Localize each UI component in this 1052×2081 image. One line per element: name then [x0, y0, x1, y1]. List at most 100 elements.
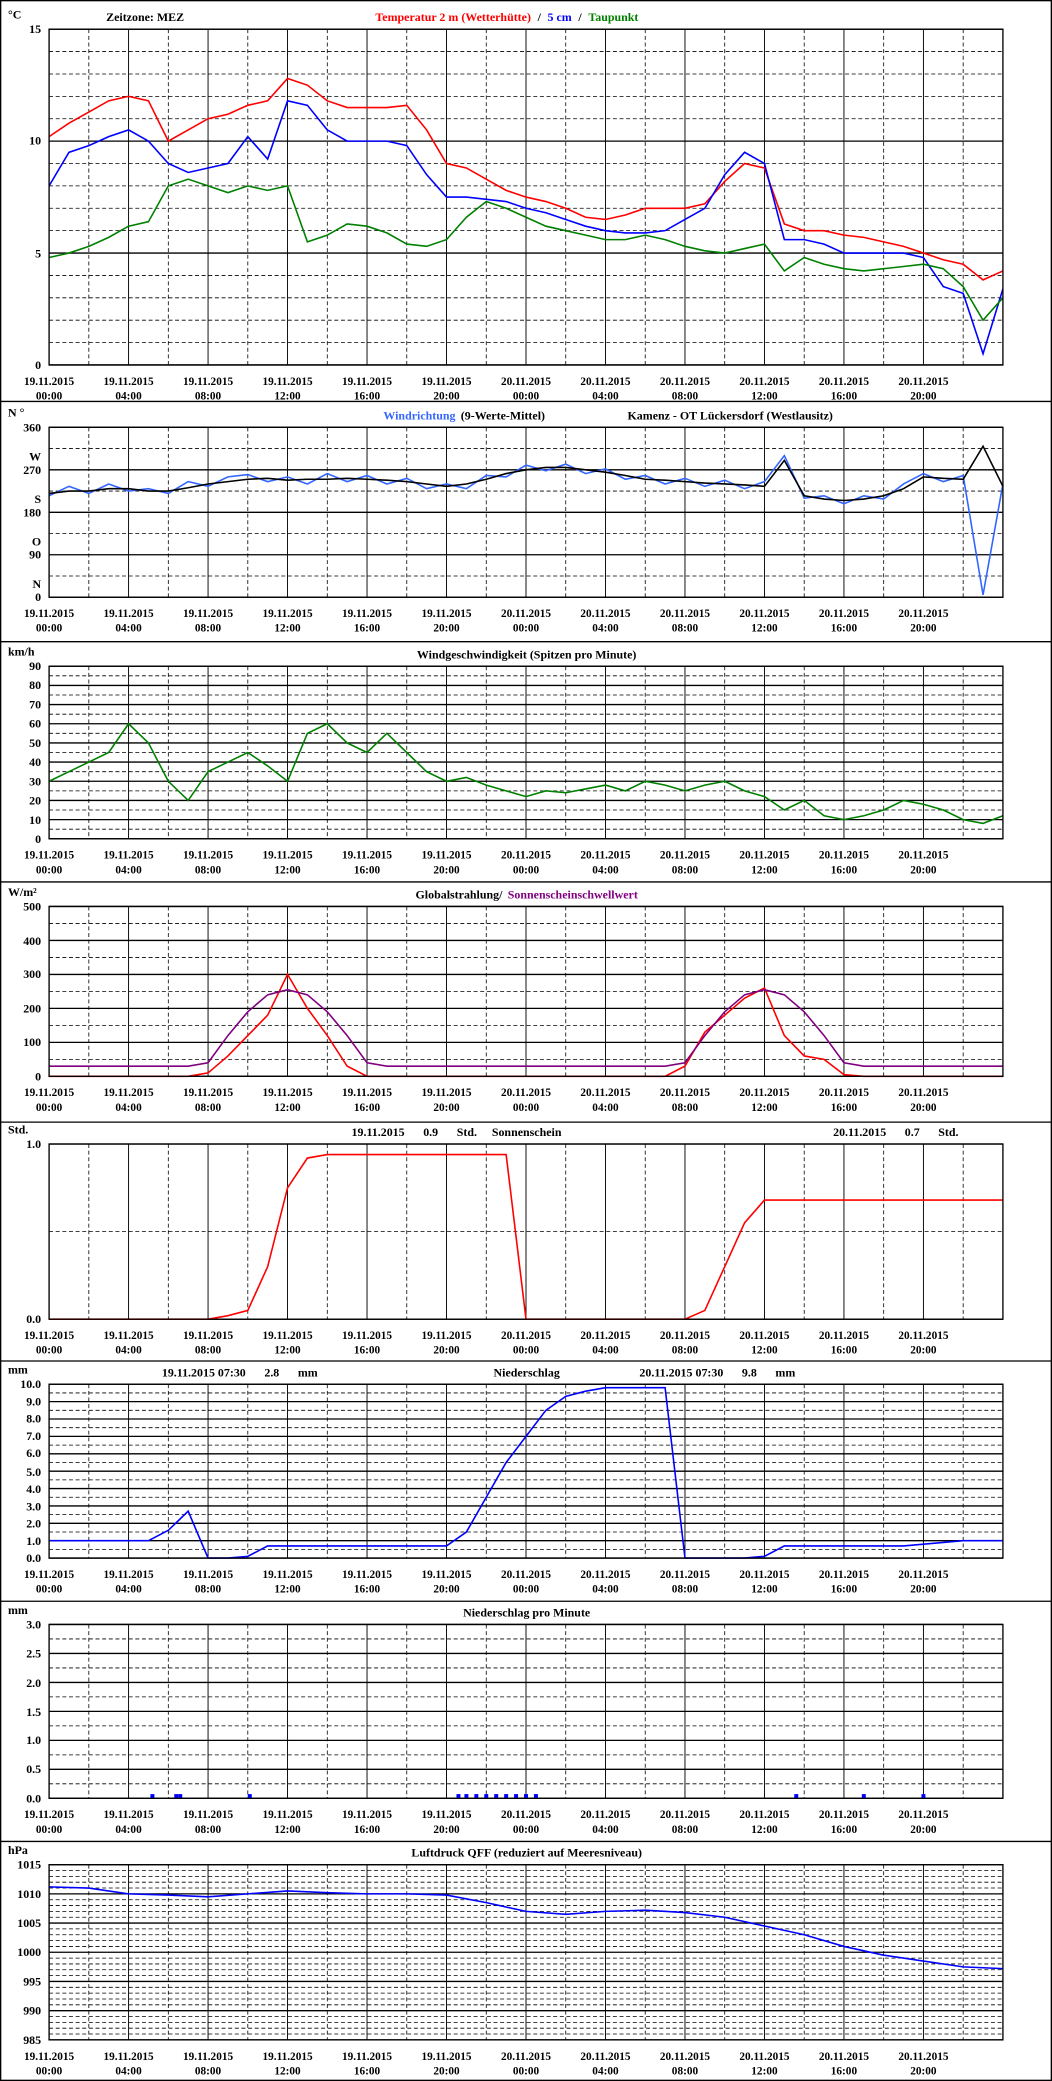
- x-tick-label: 20.11.2015 16:00: [818, 1328, 869, 1357]
- x-tick-label: 20.11.2015 08:00: [659, 1567, 711, 1596]
- annotation-part: 0.9: [423, 1125, 439, 1139]
- x-tick-label: 19.11.2015 00:00: [24, 1567, 75, 1596]
- annotation-part: 2.8: [264, 1365, 280, 1379]
- series-line: [48, 722, 1004, 825]
- x-tick-label: 20.11.2015 16:00: [818, 374, 869, 403]
- x-tick-label: 19.11.2015 20:00: [421, 2049, 472, 2078]
- y-tick-label: 0.5: [26, 1762, 42, 1776]
- unit-label: N °: [7, 406, 25, 420]
- legend-entry: Windrichtung: [383, 408, 456, 423]
- x-tick-label: 19.11.2015 04:00: [103, 1807, 154, 1836]
- x-tick-label: 20.11.2015 08:00: [659, 606, 711, 635]
- annotation-part: mm: [775, 1365, 796, 1379]
- series-line: [49, 1886, 1003, 1970]
- y-tick-label: 1.5: [26, 1704, 42, 1719]
- y-tick-label: 7.0: [26, 1429, 42, 1444]
- annotation-part: mm: [297, 1365, 318, 1379]
- series-line: [48, 444, 1004, 502]
- y-tick-label: 3.0: [26, 1617, 42, 1632]
- legend: Windrichtung (9-Werte-Mittel): [383, 409, 545, 422]
- x-tick-label: 20.11.2015 20:00: [898, 1567, 949, 1596]
- y-tick-label: 0: [35, 358, 42, 372]
- legend-entry: Temperatur 2 m (Wetterhütte): [375, 10, 531, 24]
- x-tick-label: 20.11.2015 08:00: [659, 1085, 711, 1114]
- y-tick-label: 6.0: [26, 1447, 42, 1461]
- y-tick-label: 0.0: [26, 1551, 42, 1565]
- y-tick-label: 20: [29, 793, 42, 808]
- y-tick-label: 360: [23, 420, 42, 434]
- y-tick-label: 4.0: [26, 1481, 42, 1496]
- x-tick-label: 20.11.2015 00:00: [500, 1567, 552, 1596]
- x-tick-label: 19.11.2015 16:00: [341, 374, 393, 403]
- x-tick-label: 19.11.2015 04:00: [103, 1328, 154, 1357]
- unit-label: W/m²: [7, 885, 37, 899]
- series-line: [49, 988, 1003, 1067]
- x-tick-label: 19.11.2015 16:00: [341, 606, 393, 635]
- x-tick-label: 19.11.2015 20:00: [421, 374, 472, 403]
- series-line: [48, 99, 1004, 357]
- x-tick-label: 20.11.2015 04:00: [580, 1085, 631, 1114]
- x-tick-label: 19.11.2015 04:00: [103, 1085, 154, 1114]
- x-tick-label: 20.11.2015 20:00: [898, 2049, 949, 2078]
- legend-separator: /: [537, 10, 541, 24]
- x-tick-label: 20.11.2015 12:00: [739, 1807, 790, 1836]
- x-tick-label: 19.11.2015 16:00: [341, 1807, 393, 1836]
- x-tick-label: 19.11.2015 12:00: [262, 1567, 313, 1596]
- x-tick-label: 20.11.2015 08:00: [659, 1807, 711, 1836]
- series-line: [48, 77, 1004, 281]
- bar: [524, 1794, 528, 1799]
- x-tick-label: 20.11.2015 20:00: [898, 1328, 949, 1357]
- x-tick-label: 20.11.2015 08:00: [659, 2049, 711, 2078]
- x-tick-label: 20.11.2015 04:00: [580, 374, 631, 403]
- y-tick-label: O 90: [29, 534, 42, 562]
- x-tick-label: 20.11.2015 16:00: [818, 1567, 869, 1596]
- x-tick-label: 19.11.2015 16:00: [341, 1567, 393, 1596]
- x-tick-label: 19.11.2015 08:00: [182, 374, 234, 403]
- y-tick-label: 985: [23, 2033, 42, 2047]
- y-tick-label: 1005: [17, 1916, 42, 1930]
- unit-label: Std.: [7, 1122, 29, 1137]
- y-tick-label: 200: [23, 1001, 42, 1016]
- annotation-part: 0.7: [904, 1125, 920, 1139]
- chart-title: Luftdruck QFF (reduziert auf Meeresnivea…: [411, 1846, 642, 1860]
- x-tick-label: 19.11.2015 12:00: [262, 374, 313, 403]
- y-tick-label: 2.0: [26, 1516, 42, 1530]
- series-line: [48, 178, 1004, 322]
- x-tick-label: 19.11.2015 00:00: [24, 374, 75, 403]
- x-tick-label: 20.11.2015 12:00: [739, 606, 790, 635]
- y-tick-label: 2.0: [26, 1675, 42, 1690]
- x-tick-label: 20.11.2015 04:00: [580, 1328, 631, 1357]
- x-tick-label: 19.11.2015 20:00: [421, 848, 472, 876]
- x-tick-label: 20.11.2015 00:00: [500, 1328, 552, 1357]
- bar: [514, 1794, 519, 1799]
- x-tick-label: 20.11.2015 16:00: [818, 1807, 869, 1836]
- x-tick-label: 19.11.2015 08:00: [182, 1567, 234, 1596]
- plot-frame: [48, 665, 1004, 840]
- y-tick-label: 0.0: [26, 1791, 42, 1805]
- plot-frame: [48, 1383, 1004, 1559]
- x-tick-label: 20.11.2015 20:00: [898, 374, 949, 403]
- x-tick-label: 20.11.2015 00:00: [500, 374, 552, 403]
- x-tick-label: 20.11.2015 00:00: [500, 1807, 552, 1836]
- bar: [150, 1794, 155, 1799]
- y-tick-label: 5: [35, 246, 42, 260]
- plot-frame: [48, 1143, 1004, 1320]
- x-tick-label: 20.11.2015 16:00: [818, 848, 869, 876]
- chart-title: Niederschlag pro Minute: [463, 1605, 591, 1620]
- legend-separator: /: [578, 10, 582, 24]
- chart-title: Windgeschwindigkeit (Spitzen pro Minute): [416, 647, 637, 661]
- x-tick-label: 20.11.2015 04:00: [580, 1807, 631, 1836]
- x-tick-label: 19.11.2015 20:00: [421, 1085, 472, 1114]
- x-tick-label: 20.11.2015 00:00: [500, 1085, 552, 1114]
- plot-frame: [48, 905, 1004, 1077]
- bar: [474, 1794, 479, 1799]
- x-tick-label: 19.11.2015 16:00: [341, 1328, 393, 1357]
- x-tick-label: 19.11.2015 00:00: [24, 606, 75, 635]
- x-tick-label: 19.11.2015 04:00: [103, 1567, 154, 1596]
- unit-label: °C: [7, 7, 22, 22]
- bar: [484, 1794, 489, 1799]
- y-tick-label: W 270: [23, 449, 42, 477]
- y-tick-label: 0: [35, 1069, 42, 1083]
- x-tick-label: 19.11.2015 00:00: [24, 1328, 75, 1357]
- plot-frame: [48, 1623, 1004, 1799]
